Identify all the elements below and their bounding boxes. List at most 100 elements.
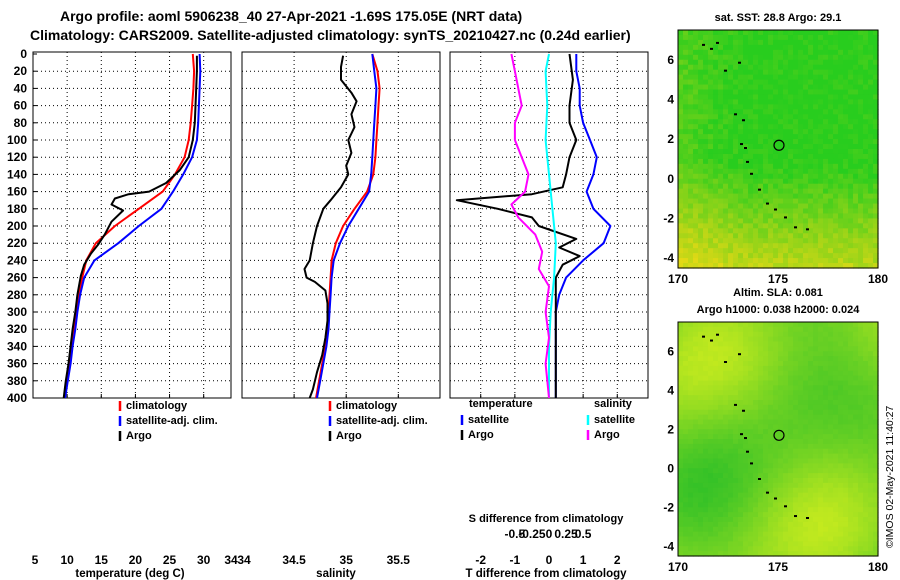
map-cell <box>858 59 864 66</box>
map-cell <box>823 243 829 249</box>
map-cell <box>723 183 729 190</box>
map-cell <box>798 183 804 190</box>
map-cell <box>858 198 864 205</box>
map-cell <box>753 208 759 215</box>
map-cell <box>868 414 874 421</box>
map-cell <box>873 346 879 352</box>
map-cell <box>723 434 729 440</box>
map-cell <box>768 370 774 377</box>
map-cell <box>873 487 879 494</box>
map-cell <box>713 400 719 406</box>
map-cell <box>798 139 804 145</box>
map-cell <box>808 482 814 489</box>
map-cell <box>783 74 789 81</box>
map-cell <box>848 380 854 386</box>
map-cell <box>773 89 779 96</box>
map-cell <box>678 419 684 425</box>
map-cell <box>853 223 859 229</box>
map-cell <box>688 487 694 494</box>
map-cell <box>753 458 759 464</box>
map-cell <box>693 119 699 125</box>
map-cell <box>678 541 684 547</box>
map-cell <box>848 336 854 343</box>
map-cell <box>743 69 749 76</box>
map-cell <box>833 248 839 254</box>
map-cell <box>748 541 754 547</box>
map-cell <box>723 94 729 101</box>
map-cell <box>803 409 809 416</box>
map-cell <box>713 223 719 229</box>
map-cell <box>733 188 739 195</box>
map-cell <box>768 198 774 205</box>
map-cell <box>843 158 849 165</box>
map-cell <box>823 188 829 195</box>
map-cell <box>748 203 754 210</box>
map-cell <box>768 546 774 552</box>
map-cell <box>678 404 684 411</box>
map-cell <box>788 119 794 125</box>
map-cell <box>803 546 809 552</box>
map-cell <box>743 365 749 372</box>
map-cell <box>843 526 849 533</box>
map-cell <box>838 258 844 264</box>
map-cell <box>738 468 744 474</box>
map-cell <box>743 468 749 474</box>
map-cell <box>823 84 829 91</box>
map-cell <box>808 322 814 328</box>
map-cell <box>788 395 794 401</box>
map-cell <box>853 64 859 71</box>
map-cell <box>788 223 794 229</box>
map-cell <box>748 497 754 503</box>
map-cell <box>863 439 869 445</box>
map-cell <box>833 64 839 71</box>
map-cell <box>803 419 809 425</box>
map-cell <box>718 551 724 557</box>
map-cell <box>778 419 784 425</box>
map-cell <box>818 395 824 401</box>
map-cell <box>768 238 774 244</box>
map-cell <box>753 351 759 357</box>
map-cell <box>703 218 709 224</box>
map-cell <box>738 326 744 333</box>
map-cell <box>868 526 874 533</box>
map-cell <box>678 99 684 105</box>
map-cell <box>818 409 824 416</box>
map-cell <box>828 99 834 105</box>
map-cell <box>833 453 839 460</box>
map-cell <box>828 144 834 150</box>
map-cell <box>743 228 749 234</box>
map-cell <box>868 253 874 259</box>
map-cell <box>808 551 814 557</box>
map-cell <box>838 356 844 362</box>
map-cell <box>698 223 704 229</box>
map-cell <box>733 541 739 547</box>
map-cell <box>733 551 739 557</box>
map-cell <box>778 541 784 547</box>
map-cell <box>753 238 759 244</box>
map-cell <box>693 134 699 140</box>
map-cell <box>823 218 829 224</box>
map-cell <box>838 109 844 115</box>
map-cell <box>773 198 779 205</box>
map-cell <box>798 507 804 513</box>
map-cell <box>808 34 814 41</box>
map-cell <box>828 351 834 357</box>
map-cell <box>688 114 694 120</box>
map-cell <box>708 109 714 115</box>
map-cell <box>833 473 839 479</box>
map-cell <box>743 458 749 464</box>
map-cell <box>768 468 774 474</box>
map-cell <box>743 512 749 518</box>
map-cell <box>868 208 874 215</box>
map-cell <box>778 429 784 435</box>
map-cell <box>808 331 814 338</box>
map-cell <box>848 482 854 489</box>
map-cell <box>678 84 684 91</box>
map-cell <box>758 59 764 66</box>
map-cell <box>853 346 859 352</box>
map-cell <box>718 536 724 542</box>
map-cell <box>833 44 839 51</box>
map-cell <box>798 238 804 244</box>
map-cell <box>833 129 839 135</box>
map-cell <box>818 361 824 367</box>
